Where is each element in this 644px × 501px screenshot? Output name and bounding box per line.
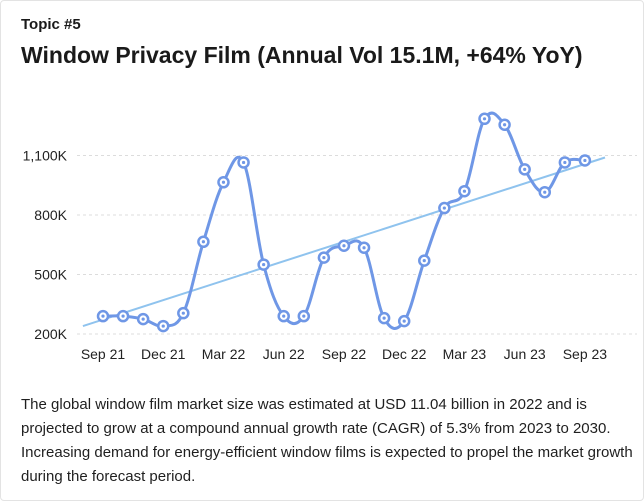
data-point-dot	[362, 246, 366, 250]
x-tick-label: Jun 23	[504, 346, 546, 362]
data-point-dot	[382, 316, 386, 320]
x-tick-label: Dec 22	[382, 346, 427, 362]
data-point-dot	[422, 259, 426, 263]
data-point-dot	[221, 180, 226, 184]
data-point-dot	[201, 240, 205, 244]
data-point-dot	[563, 160, 567, 165]
data-point-dot	[141, 317, 145, 321]
data-point-dot	[282, 314, 286, 318]
x-tick-label: Sep 21	[81, 346, 126, 362]
data-point-dot	[543, 190, 547, 194]
data-point-dot	[322, 256, 326, 260]
data-point-dot	[262, 262, 266, 267]
line-chart: 200K 500K 800K 1,100K Sep 21 Dec 21 Mar 22 Jun …	[23, 111, 637, 362]
data-point-dot	[462, 189, 467, 193]
data-point-dot	[583, 158, 587, 163]
x-tick-label: Mar 23	[443, 346, 487, 362]
data-point-dot	[161, 324, 165, 328]
y-tick-label: 500K	[34, 267, 67, 283]
data-point-dot	[302, 314, 306, 318]
x-tick-label: Dec 21	[141, 346, 186, 362]
x-tick-label: Sep 22	[322, 346, 367, 362]
data-point-dot	[181, 311, 185, 315]
data-point-dot	[241, 160, 246, 165]
topic-label: Topic #5	[21, 16, 81, 33]
market-description: The global window film market size was e…	[21, 396, 633, 485]
y-tick-label: 800K	[34, 207, 67, 223]
y-tick-label: 1,100K	[23, 148, 68, 164]
chart-title: Window Privacy Film (Annual Vol 15.1M, +…	[21, 42, 583, 68]
data-point-dot	[503, 123, 507, 127]
data-point-dot	[523, 167, 527, 171]
data-point-dot	[101, 314, 105, 318]
data-point-dot	[342, 244, 346, 248]
data-point-dot	[402, 319, 406, 323]
x-tick-label: Jun 22	[263, 346, 305, 362]
x-tick-label: Sep 23	[563, 346, 608, 362]
data-point-dot	[482, 117, 487, 121]
x-tick-label: Mar 22	[202, 346, 246, 362]
data-point-dot	[442, 206, 446, 210]
data-point-dot	[121, 314, 125, 318]
y-tick-label: 200K	[34, 326, 67, 342]
